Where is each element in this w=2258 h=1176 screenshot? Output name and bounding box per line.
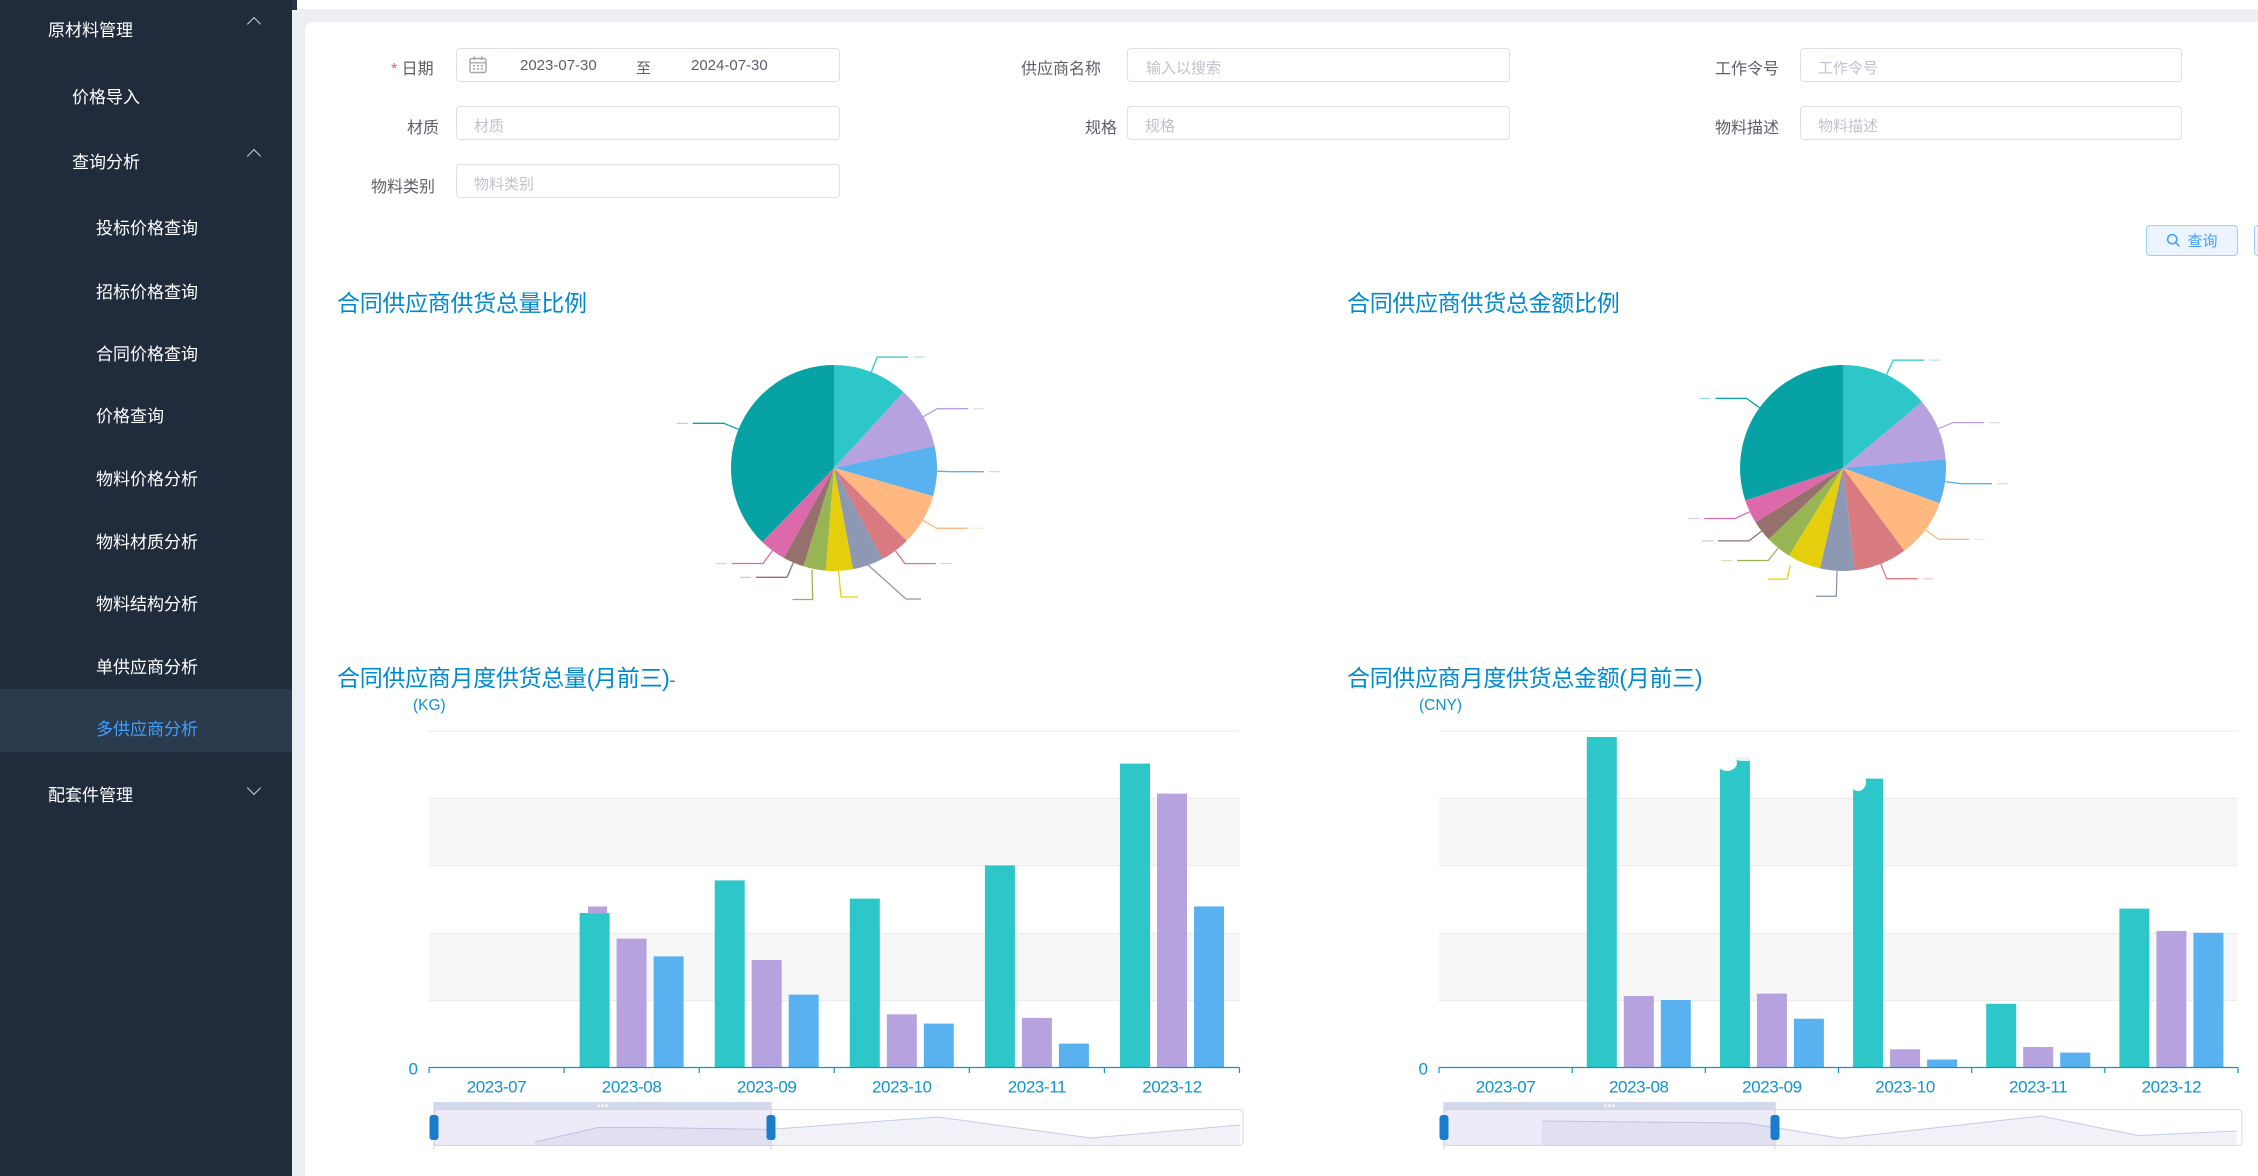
svg-text:(CNY): (CNY) [1419, 697, 1462, 714]
svg-text:2023-11: 2023-11 [2009, 1078, 2067, 1097]
svg-text:2023-11: 2023-11 [1008, 1078, 1066, 1097]
svg-text:2023-08: 2023-08 [602, 1078, 662, 1097]
svg-text:2023-12: 2023-12 [1142, 1078, 1202, 1097]
svg-text:2023-10: 2023-10 [1875, 1078, 1935, 1097]
svg-text:2023-10: 2023-10 [872, 1078, 932, 1097]
svg-text:2023-07: 2023-07 [467, 1078, 527, 1097]
svg-text:2023-07: 2023-07 [1476, 1078, 1536, 1097]
svg-text:2023-09: 2023-09 [1742, 1078, 1802, 1097]
svg-text:0: 0 [409, 1060, 418, 1079]
svg-text:2023-09: 2023-09 [737, 1078, 797, 1097]
svg-text:2023-08: 2023-08 [1609, 1078, 1669, 1097]
svg-text:(KG): (KG) [413, 697, 446, 714]
svg-text:2023-12: 2023-12 [2142, 1078, 2202, 1097]
svg-text:0: 0 [1419, 1060, 1428, 1079]
